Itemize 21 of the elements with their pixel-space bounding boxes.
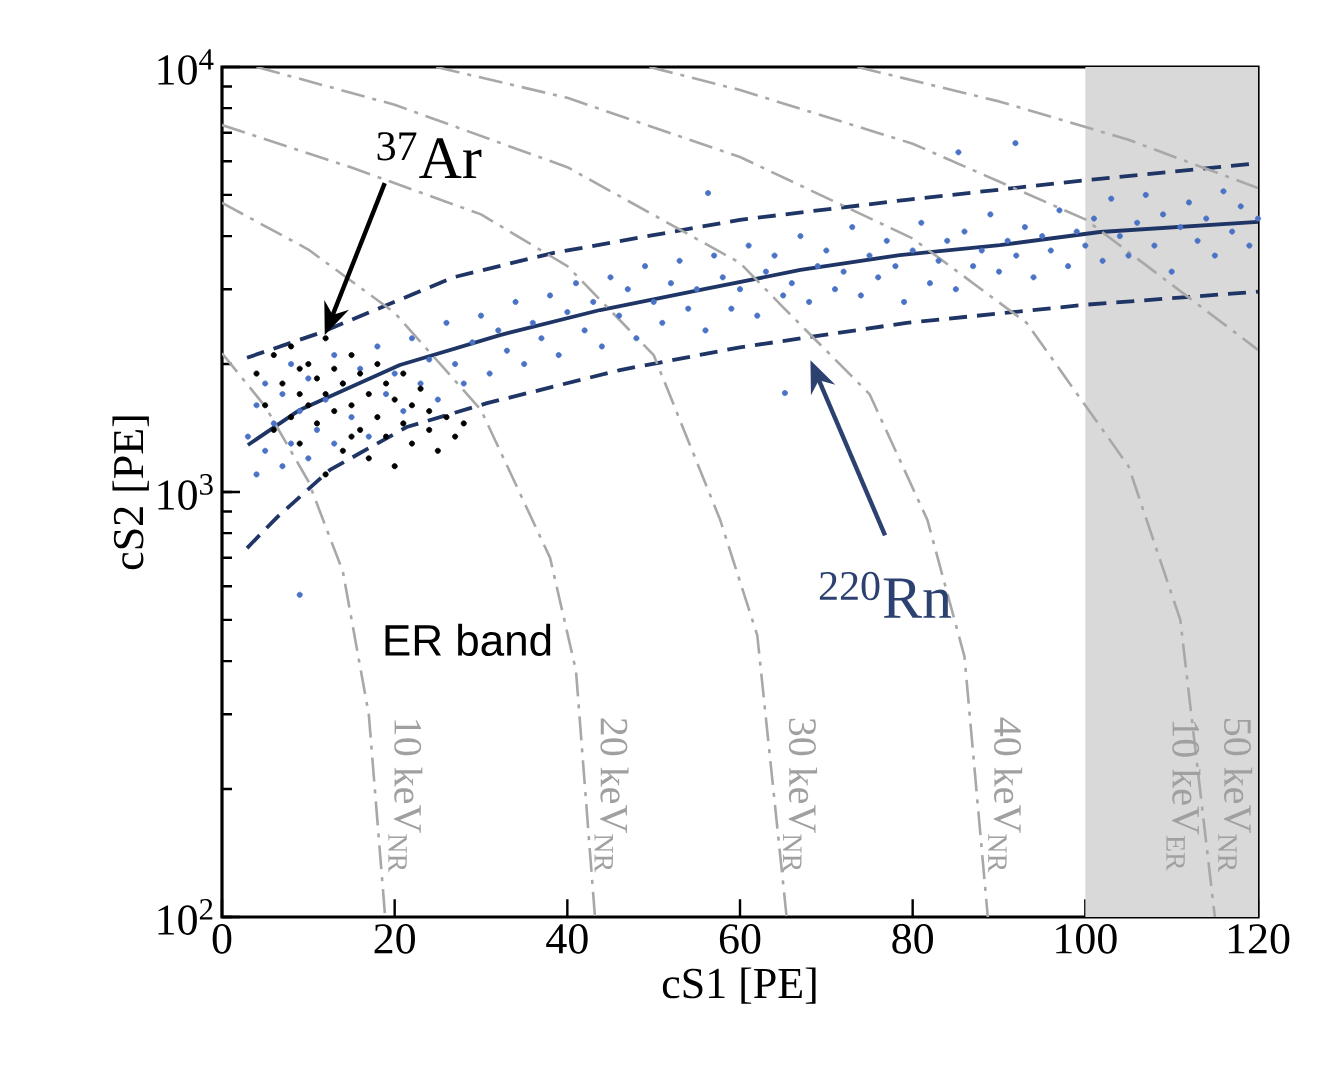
x-tick-label: 0 — [212, 924, 232, 954]
x-axis-title: cS1 [PE] — [662, 967, 816, 1004]
annotation: 20 keV$_{NR}$ — [594, 718, 629, 873]
y-tick-label: 10$^{2}$ — [158, 899, 213, 935]
annotation: 40 keV$_{NR}$ — [988, 717, 1023, 873]
x-tick-label: 100 — [1056, 924, 1117, 954]
annotation: 30 keV$_{NR}$ — [783, 718, 818, 873]
x-tick-label: 80 — [892, 924, 933, 954]
x-tick-label: 20 — [374, 924, 415, 954]
annotation: 10 keV$_{NR}$ — [388, 720, 423, 873]
annotation: 50 keV$_{NR}$ — [1218, 719, 1253, 873]
x-tick-label: 60 — [719, 924, 761, 954]
x-tick-label: 120 — [1228, 924, 1290, 954]
y-tick-label: 10$^{3}$ — [158, 474, 213, 510]
y-tick-label: 10$^{4}$ — [158, 49, 214, 85]
y-axis-title: cS2 [PE] — [112, 416, 149, 570]
annotation: ER band — [385, 623, 551, 657]
annotation: $^{37}$Ar — [377, 132, 482, 178]
annotation: $^{220}$Rn — [819, 571, 952, 618]
x-tick-label: 40 — [546, 924, 588, 954]
annotation: 10 keV$_{ER}$ — [1166, 721, 1201, 871]
